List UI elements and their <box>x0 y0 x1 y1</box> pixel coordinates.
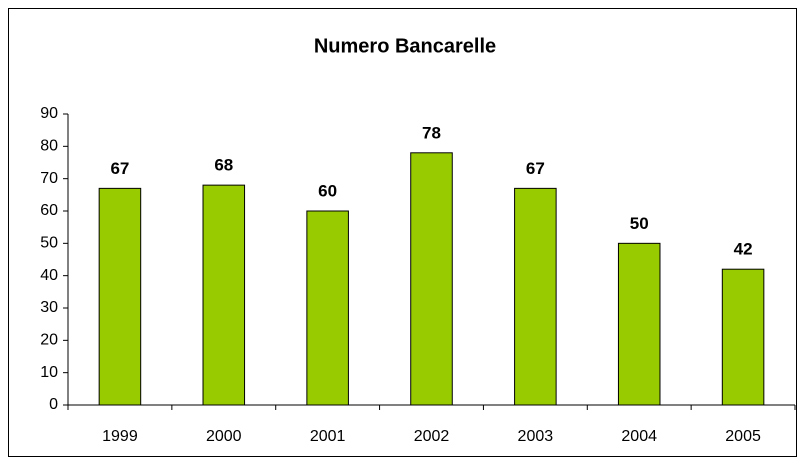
y-tick-label: 30 <box>40 299 58 316</box>
data-label: 50 <box>630 214 649 233</box>
bar <box>306 210 349 406</box>
data-label: 67 <box>526 159 545 178</box>
y-tick-label: 70 <box>40 170 58 187</box>
bar <box>721 268 765 406</box>
data-label: 60 <box>318 181 337 200</box>
y-tick-label: 50 <box>40 235 58 252</box>
data-label: 67 <box>110 159 129 178</box>
bar <box>617 242 661 406</box>
x-tick-label: 2004 <box>621 428 657 445</box>
chart-title: Numero Bancarelle <box>314 35 496 57</box>
y-tick-label: 80 <box>40 138 58 155</box>
y-tick-label: 40 <box>40 267 58 284</box>
bar <box>98 187 142 406</box>
x-tick-label: 1999 <box>102 428 138 445</box>
bar <box>410 152 453 406</box>
x-tick-label: 2003 <box>518 428 554 445</box>
bar <box>514 187 557 406</box>
y-tick-label: 0 <box>49 396 58 413</box>
y-tick-label: 60 <box>40 202 58 219</box>
y-tick-label: 10 <box>40 364 58 381</box>
x-tick-label: 2000 <box>206 428 242 445</box>
x-tick-label: 2005 <box>725 428 761 445</box>
x-tick-label: 2002 <box>414 428 450 445</box>
data-label: 78 <box>422 123 441 142</box>
y-tick-label: 90 <box>40 105 58 122</box>
y-tick-label: 20 <box>40 332 58 349</box>
bar <box>202 184 246 406</box>
data-label: 68 <box>214 156 233 175</box>
x-tick-label: 2001 <box>310 428 346 445</box>
data-label: 42 <box>734 240 753 259</box>
